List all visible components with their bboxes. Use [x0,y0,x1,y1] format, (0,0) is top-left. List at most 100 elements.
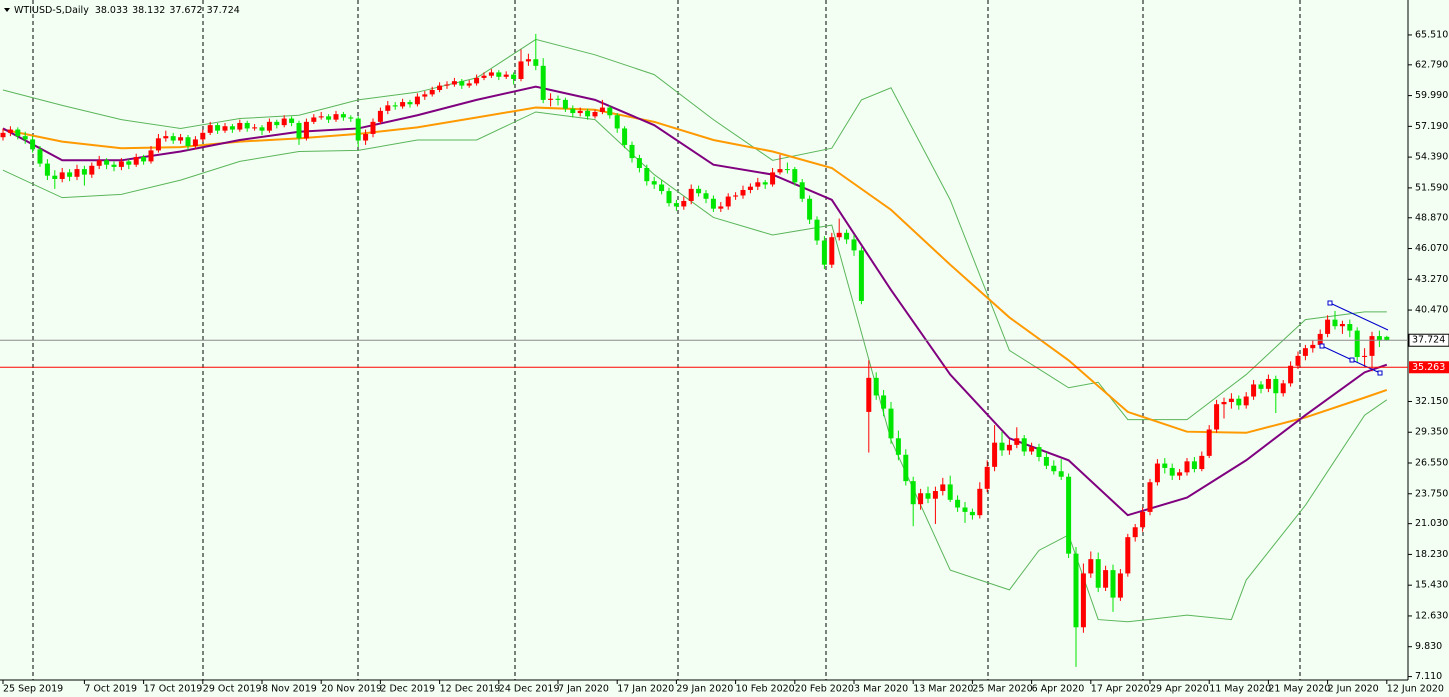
candle-body [873,377,879,396]
candle-body [1273,378,1279,394]
candle-body [925,493,931,499]
symbol: WTIUSD-S,Daily [14,5,89,16]
candle-body [222,126,228,131]
candle-body [1154,463,1160,483]
channel-handle [1327,300,1333,306]
candle-body [392,105,398,107]
candle-body [178,137,184,141]
candle-body [466,83,472,86]
candle-body [229,126,235,130]
candle-body [525,59,531,62]
candle-body [1339,324,1345,327]
chart-header: WTIUSD-S,Daily 38.033 38.132 37.672 37.724 [14,5,240,16]
candle-body [770,172,776,185]
x-tick-label: 29 Apr 2020 [1150,684,1209,695]
candle-body [1117,573,1123,598]
close: 37.724 [207,5,240,16]
candle-body [1066,476,1072,554]
candle-body [1317,333,1323,345]
candle-body [1384,336,1390,341]
candle-body [30,139,36,150]
candle-body [747,186,753,190]
candle-body [318,116,324,118]
x-tick-label: 17 Jan 2020 [617,684,674,695]
candle-body [814,219,820,241]
candle-body [733,195,739,197]
candle-body [947,484,953,500]
candle-body [1036,447,1042,457]
candle-body [710,198,716,209]
candle-body [659,184,665,192]
channel-handle [1377,370,1383,376]
x-tick-label: 11 May 2020 [1209,684,1271,695]
candle-body [1132,527,1138,538]
candle-body [1221,402,1227,405]
x-tick-label: 12 Dec 2019 [440,684,501,695]
candle-body [326,116,332,120]
x-tick-label: 12 Jun 2020 [1387,684,1444,695]
candle-body [955,499,961,508]
candle-body [888,408,894,439]
candle-body [215,125,221,131]
x-tick-label: 21 May 2020 [1268,684,1330,695]
candle-body [866,377,872,412]
level-box [1409,361,1449,374]
candle-body [518,61,524,79]
candle-body [784,169,790,171]
candle-body [718,206,724,209]
candle-body [829,237,835,265]
candle-body [918,493,924,505]
y-tick-label: 29.350 [1415,427,1448,438]
y-tick-label: 23.750 [1415,488,1448,499]
candle-body [1147,482,1153,512]
x-tick-label: 29 Jan 2020 [676,684,733,695]
candle-body [252,127,258,129]
candle-body [496,72,502,77]
candle-body [703,193,709,199]
candle-body [555,98,561,100]
current-price-label: 37.724 [1412,335,1445,346]
candle-body [141,157,147,162]
y-tick-label: 12.630 [1415,610,1448,621]
candle-body [303,121,309,139]
candle-body [533,59,539,66]
candle-body [636,158,642,168]
candle-body [355,118,361,141]
candle-body [1095,559,1101,588]
indicator-line [2,38,1387,421]
x-tick-label: 20 Nov 2019 [321,684,382,695]
candle-body [622,128,628,145]
candle-body [740,189,746,196]
candle-body [363,133,369,141]
candle-body [540,65,546,100]
candle-body [644,167,650,182]
candle-body [207,125,213,133]
candle-body [237,122,243,130]
candle-body [7,129,13,133]
candle-body [274,121,280,126]
candle-body [111,164,117,167]
channel-line [1329,302,1389,331]
candle-body [0,132,6,138]
candle-body [548,98,554,100]
candle-body [999,442,1005,451]
y-tick-label: 32.150 [1415,396,1448,407]
candle-body [681,200,687,207]
candle-body [1014,438,1020,445]
y-tick-label: 57.190 [1415,121,1448,132]
level-label: 35.263 [1412,362,1445,373]
candle-body [1347,324,1353,331]
x-tick-label: 3 Mar 2020 [854,684,908,695]
candle-body [185,137,191,147]
low: 37.672 [169,5,202,16]
x-tick-label: 17 Oct 2019 [144,684,203,695]
candle-body [1302,348,1308,356]
candle-body [910,481,916,505]
indicator-line [2,111,1388,623]
candle-body [1140,511,1146,528]
candle-body [281,118,287,126]
candle-body [333,114,339,120]
y-tick-label: 62.790 [1415,59,1448,70]
candle-body [126,161,132,165]
candle-body [585,110,591,117]
